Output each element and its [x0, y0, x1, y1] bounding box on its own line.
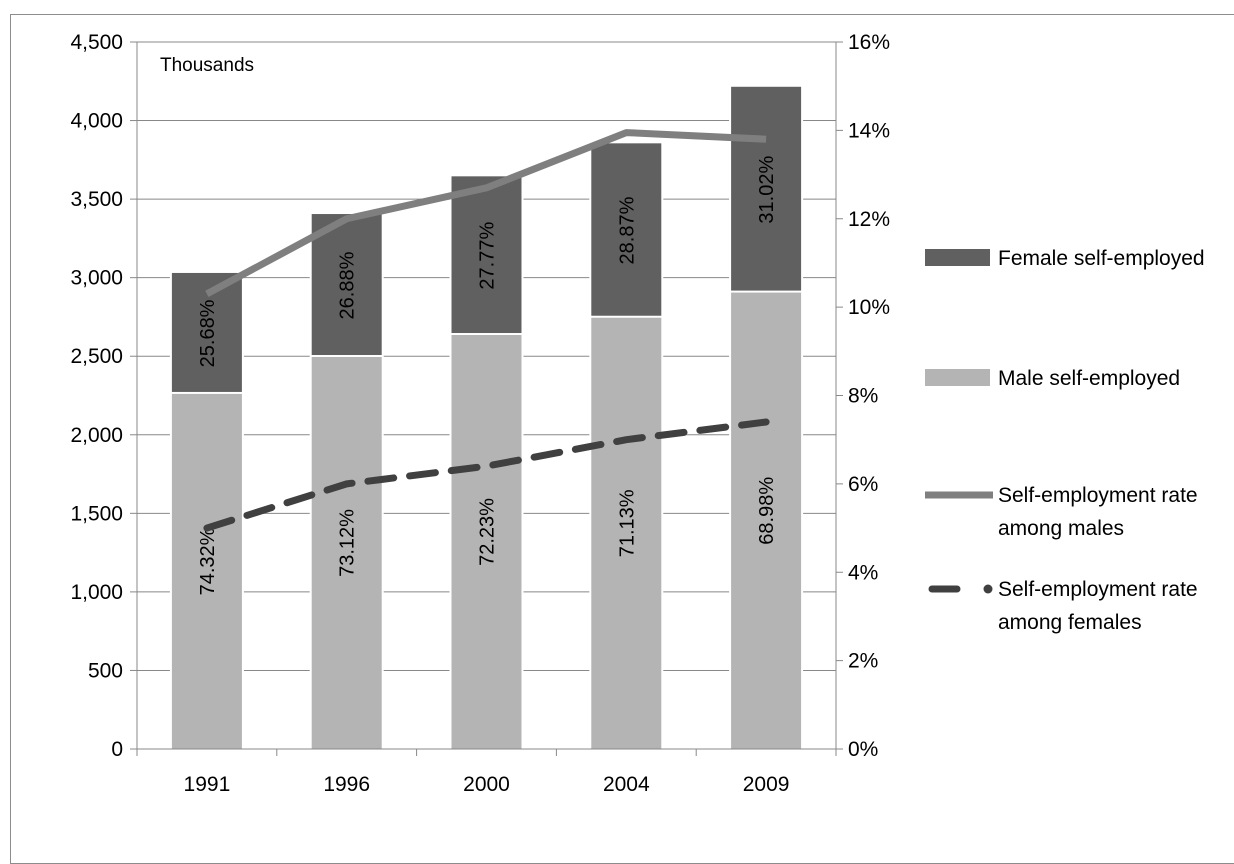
category-label: 2009	[743, 773, 790, 796]
right-tick-label: 0%	[848, 738, 878, 761]
right-tick-label: 6%	[848, 473, 878, 496]
right-tick-label: 2%	[848, 650, 878, 673]
legend-female-rate: Self-employment rate among females	[928, 578, 1198, 634]
right-tick-label: 14%	[848, 119, 890, 142]
legend-label: among females	[998, 611, 1142, 634]
female-bar	[731, 86, 802, 291]
male-bar	[451, 335, 522, 749]
male-share-label: 72.23%	[477, 498, 499, 566]
left-tick-label: 500	[88, 659, 123, 682]
left-tick-label: 4,000	[70, 110, 123, 133]
legend-swatch	[925, 249, 990, 266]
legend-male-rate: Self-employment rate among males	[925, 484, 1198, 540]
unit-label: Thousands	[160, 55, 254, 76]
right-tick-label: 10%	[848, 296, 890, 319]
male-bar	[311, 357, 382, 749]
left-tick-label: 4,500	[70, 31, 123, 54]
legend-female: Female self-employed	[925, 247, 1205, 270]
left-tick-label: 3,500	[70, 188, 123, 211]
male-share-label: 68.98%	[756, 477, 778, 545]
legend-label: Male self-employed	[998, 367, 1180, 390]
category-label: 2000	[463, 773, 510, 796]
left-tick-label: 1,000	[70, 581, 123, 604]
legend-swatch-dot	[983, 584, 993, 594]
female-share-label: 26.88%	[337, 251, 359, 319]
male-share-label: 73.12%	[337, 509, 359, 577]
right-tick-label: 16%	[848, 31, 890, 54]
female-bar	[311, 214, 382, 356]
legend-swatch	[925, 369, 990, 386]
category-label: 1996	[323, 773, 370, 796]
legend-male: Male self-employed	[925, 367, 1180, 390]
female-share-label: 25.68%	[197, 299, 219, 367]
category-label: 2004	[603, 773, 650, 796]
male-rate-line	[205, 129, 767, 297]
male-share-label: 71.13%	[616, 489, 638, 557]
legend-label: Self-employment rate	[998, 578, 1198, 601]
left-tick-label: 1,500	[70, 502, 123, 525]
right-tick-label: 4%	[848, 561, 878, 584]
female-bar	[451, 176, 522, 334]
rate-lines	[203, 129, 770, 532]
male-bar	[591, 317, 662, 749]
left-tick-label: 3,000	[70, 267, 123, 290]
male-bar	[731, 292, 802, 749]
right-tick-label: 8%	[848, 385, 878, 408]
male-share-label: 74.32%	[197, 527, 219, 595]
right-tick-label: 12%	[848, 208, 890, 231]
left-tick-label: 2,000	[70, 424, 123, 447]
category-label: 1991	[184, 773, 231, 796]
legend-label: Female self-employed	[998, 247, 1205, 270]
axes: 0 500 1,000 1,500 2,000 2,500 3,000 3,500 4,000 4…	[70, 31, 890, 796]
legend: Female self-employed Male self-employed Se…	[925, 247, 1205, 634]
legend-label: Self-employment rate	[998, 484, 1198, 507]
female-share-label: 27.77%	[477, 222, 499, 290]
female-bar	[591, 143, 662, 316]
female-share-label: 28.87%	[616, 196, 638, 264]
left-tick-label: 0	[111, 738, 123, 761]
legend-label: among males	[998, 517, 1124, 540]
male-bar	[171, 393, 242, 749]
female-rate-line	[203, 418, 770, 532]
left-tick-label: 2,500	[70, 345, 123, 368]
female-share-label: 31.02%	[756, 156, 778, 224]
